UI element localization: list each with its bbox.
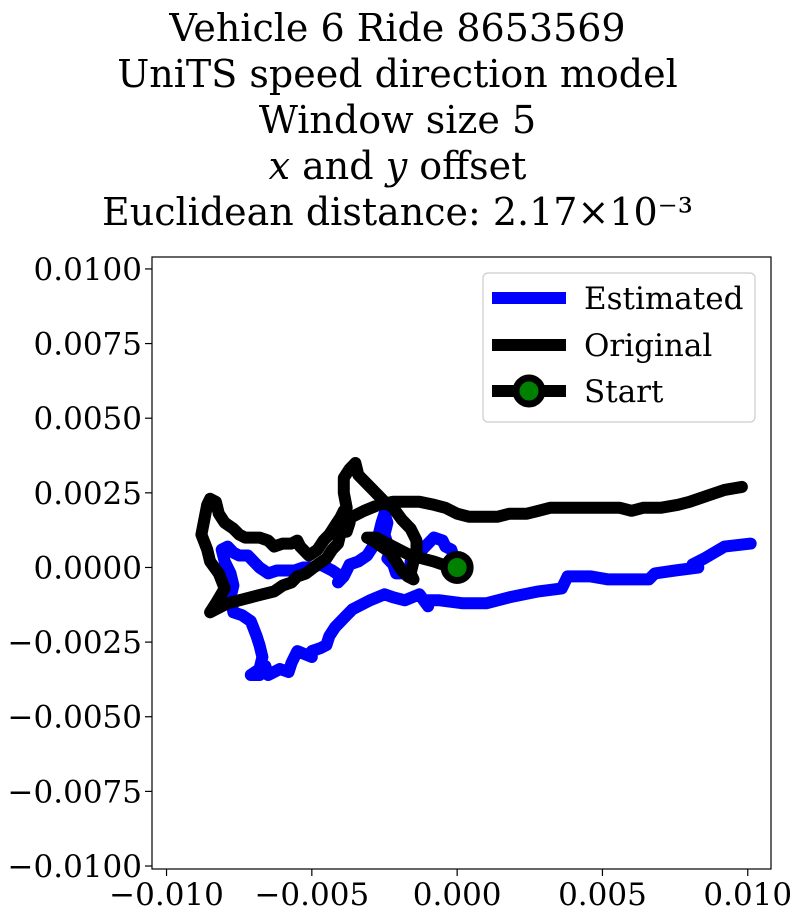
legend-label-estimated: Estimated (584, 281, 743, 317)
title-line-3: Window size 5 (258, 98, 537, 142)
legend: Estimated Original Start (482, 272, 756, 423)
x-tick-label: 0.000 (413, 877, 502, 913)
y-tick-label: 0.0075 (34, 327, 142, 363)
plot-layer (195, 457, 757, 681)
legend-box (482, 272, 756, 423)
legend-label-start: Start (584, 374, 664, 410)
ticks-layer: −0.010 −0.005 0.000 0.005 0.010 0.0100 0.0075 0… (8, 252, 793, 913)
series-line-original (195, 457, 748, 619)
chart-title: Vehicle 6 Ride 8653569 UniTS speed direc… (0, 5, 795, 235)
y-tick-label: −0.0075 (8, 774, 142, 810)
x-tick-label: −0.005 (254, 877, 369, 913)
title-line-4: x and y offset (268, 144, 527, 188)
legend-marker-start (512, 374, 546, 408)
y-tick-label: −0.0050 (8, 700, 142, 736)
x-tick-label: 0.010 (703, 877, 792, 913)
series-line-estimated (215, 507, 757, 681)
y-tick-label: −0.0100 (8, 849, 142, 885)
x-tick-label: 0.005 (558, 877, 647, 913)
y-tick-label: 0.0025 (34, 476, 142, 512)
title-line-1: Vehicle 6 Ride 8653569 (169, 6, 626, 50)
y-tick-label: 0.0100 (34, 252, 142, 288)
y-tick-label: −0.0025 (8, 625, 142, 661)
y-tick-label: 0.0050 (34, 401, 142, 437)
x-tick-label: −0.010 (109, 877, 224, 913)
start-marker (440, 550, 474, 584)
legend-label-original: Original (584, 328, 712, 364)
axes-frame (151, 256, 772, 870)
y-tick-label: 0.0000 (34, 550, 142, 586)
title-line-2: UniTS speed direction model (117, 52, 678, 96)
title-line-5: Euclidean distance: 2.17×10⁻³ (102, 190, 693, 234)
